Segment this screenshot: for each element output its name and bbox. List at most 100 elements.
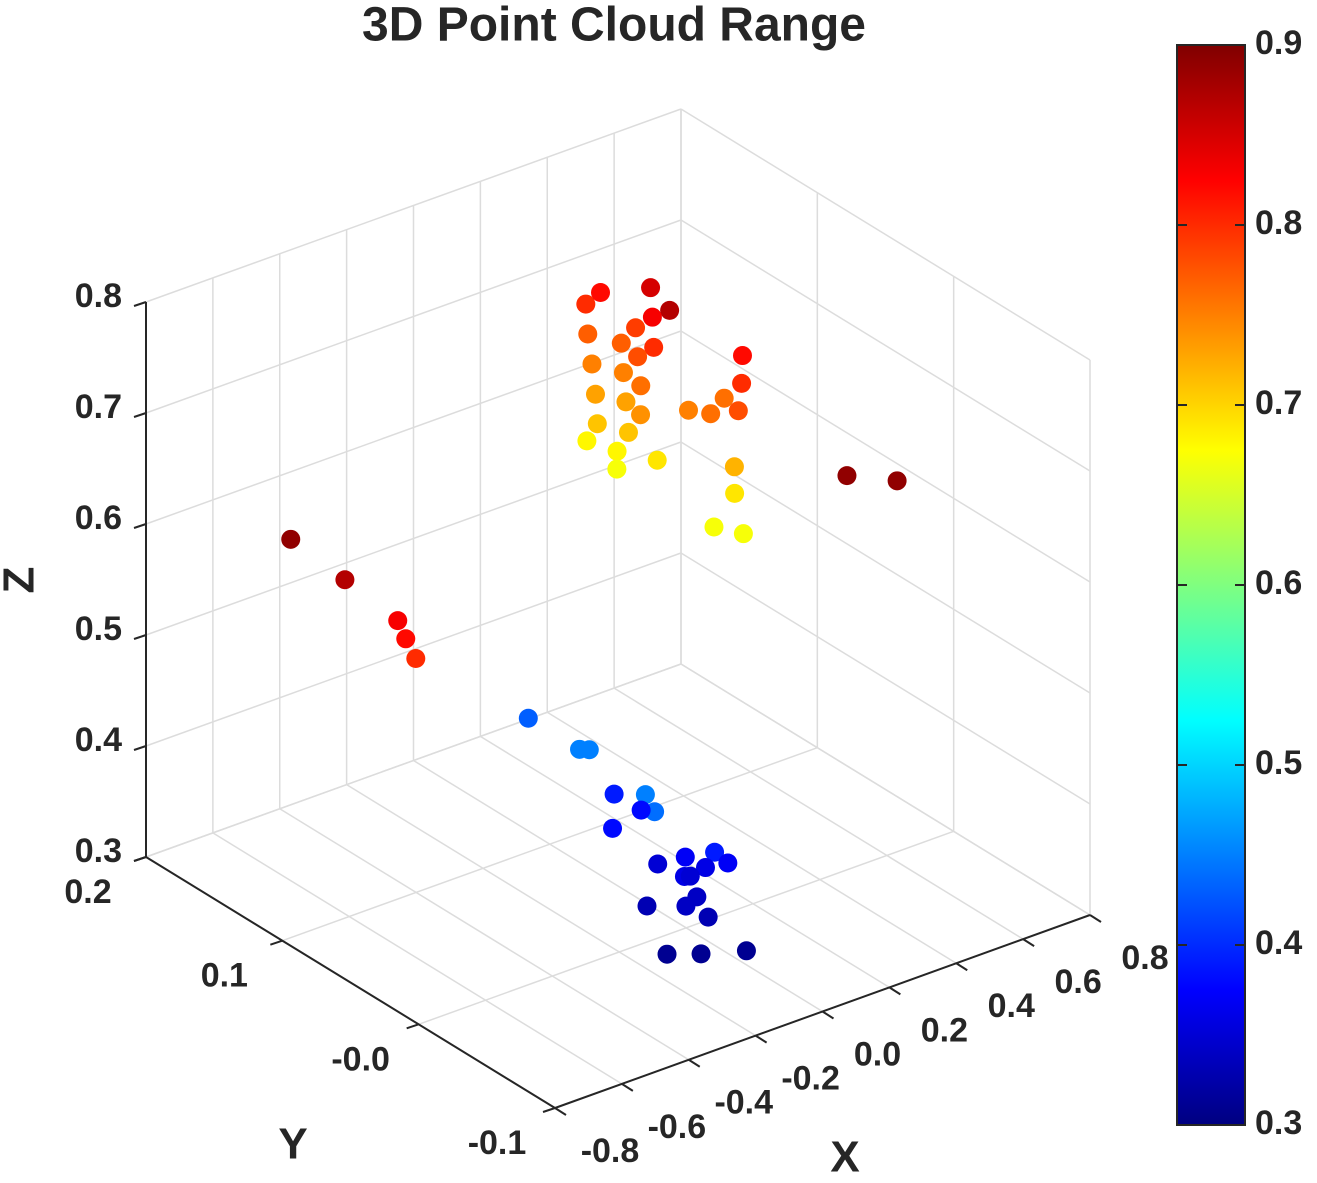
z-tick-label: 0.6: [75, 499, 122, 537]
point: [587, 414, 607, 434]
z-tick: [133, 745, 147, 751]
point: [680, 866, 700, 886]
colorbar-tick-label: 0.6: [1255, 564, 1302, 602]
z-tick-label: 0.3: [75, 832, 122, 870]
z-tick-label: 0.4: [75, 721, 122, 759]
grid-line: [145, 108, 682, 303]
point: [698, 907, 718, 927]
y-tick-label: -0.0: [331, 1040, 390, 1078]
x-tick-label: 0.2: [921, 1011, 968, 1049]
y-axis-label: Y: [278, 1120, 307, 1169]
point: [281, 529, 301, 549]
x-tick-label: -0.6: [648, 1108, 707, 1146]
point: [732, 346, 752, 366]
point: [887, 471, 907, 491]
point: [732, 373, 752, 393]
grid-line: [145, 663, 682, 858]
x-axis-label: X: [830, 1133, 859, 1182]
grid-line: [680, 441, 1091, 694]
point: [335, 570, 355, 590]
grid-line: [680, 219, 1091, 472]
grid-line: [145, 441, 682, 636]
point: [631, 405, 651, 425]
x-tick-label: 0.8: [1121, 939, 1168, 977]
point: [701, 404, 721, 424]
grid-line: [680, 663, 1091, 916]
grid-line: [546, 711, 957, 964]
point: [728, 401, 748, 421]
colorbar-tick-label: 0.8: [1255, 204, 1302, 242]
z-tick-label: 0.5: [75, 610, 122, 648]
colorbar: [1176, 44, 1246, 1126]
point: [679, 400, 699, 420]
x-tick: [621, 1083, 634, 1092]
point: [388, 611, 408, 631]
point: [604, 784, 624, 804]
point: [396, 629, 416, 649]
colorbar-tick-label: 0.4: [1255, 924, 1302, 962]
point: [582, 354, 602, 374]
y-tick: [406, 1023, 419, 1030]
grid-line: [279, 808, 690, 1061]
x-tick: [821, 1010, 835, 1020]
z-tick-label: 0.7: [75, 388, 122, 426]
point: [613, 363, 633, 383]
point: [635, 785, 655, 805]
x-tick: [1022, 938, 1035, 947]
grid-line: [418, 830, 954, 1026]
point: [714, 388, 734, 408]
point: [704, 517, 724, 537]
colorbar-tick-label: 0.9: [1255, 24, 1302, 62]
chart-title: 3D Point Cloud Range: [362, 0, 866, 52]
grid-line: [613, 687, 1024, 940]
grid-line: [680, 552, 1091, 805]
x-tick: [888, 986, 901, 996]
grid-line: [346, 783, 757, 1037]
point: [644, 337, 664, 357]
x-tick-label: -0.2: [781, 1060, 840, 1098]
x-tick-label: 0.4: [988, 987, 1035, 1025]
point: [676, 896, 696, 916]
point: [628, 347, 648, 367]
point: [616, 392, 636, 412]
x-tick: [755, 1034, 768, 1044]
y-tick: [270, 939, 283, 946]
z-tick: [133, 523, 147, 529]
point: [611, 333, 631, 353]
point: [579, 740, 599, 760]
point: [607, 441, 627, 461]
grid-line: [145, 219, 682, 414]
colorbar-tick-label: 0.5: [1255, 744, 1302, 782]
point: [837, 466, 857, 486]
point: [607, 459, 627, 479]
point: [626, 318, 646, 338]
y-tick-label: 0.1: [201, 957, 248, 995]
point: [691, 944, 711, 964]
point: [736, 941, 756, 961]
point: [591, 283, 611, 303]
colorbar-tick-label: 0.7: [1255, 384, 1302, 422]
point: [518, 708, 538, 728]
y-axis: [145, 856, 556, 1109]
x-tick-label: 0.6: [1054, 963, 1101, 1001]
x-tick: [1089, 914, 1102, 923]
point: [695, 858, 715, 878]
z-tick: [133, 634, 147, 640]
point: [648, 854, 668, 874]
y-tick-label: 0.2: [64, 873, 111, 911]
point: [577, 431, 597, 451]
point: [585, 384, 605, 404]
point: [641, 278, 661, 298]
grid-line: [282, 746, 818, 942]
z-tick: [133, 856, 147, 862]
point: [724, 457, 744, 477]
point: [675, 847, 695, 867]
grid-line: [680, 108, 1091, 361]
point: [647, 450, 667, 470]
point: [631, 800, 651, 820]
point: [637, 896, 657, 916]
point: [725, 483, 745, 503]
point: [733, 524, 753, 544]
point: [642, 307, 662, 327]
